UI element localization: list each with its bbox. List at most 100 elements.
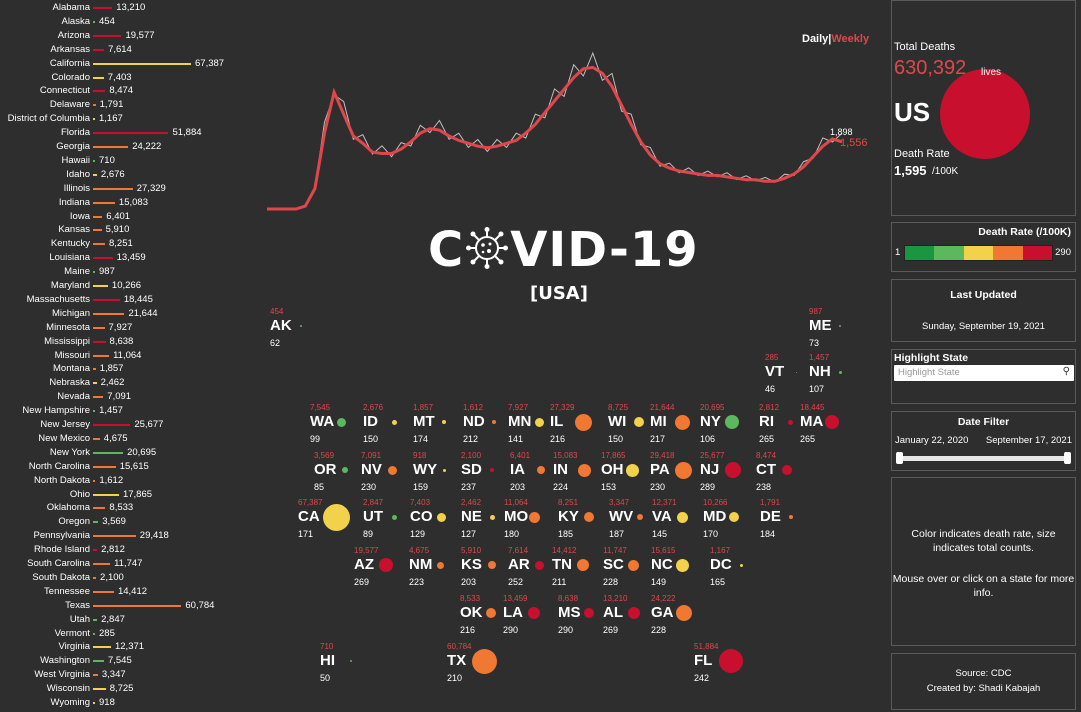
bar-mark[interactable] (93, 535, 136, 538)
state-tile-ok[interactable]: 8,533 OK 216 (460, 594, 520, 644)
state-tile-nj[interactable]: 25,677 NJ 289 (700, 451, 760, 501)
bar-row[interactable]: Montana 1,857 (0, 362, 260, 376)
bar-row[interactable]: Louisiana 13,459 (0, 251, 260, 265)
state-bubble[interactable] (787, 419, 793, 425)
state-tile-ms[interactable]: 8,638 MS 290 (558, 594, 618, 644)
state-tile-de[interactable]: 1,791 DE 184 (760, 498, 820, 548)
bar-row[interactable]: District of Columbia 1,167 (0, 112, 260, 126)
state-bubble[interactable] (782, 465, 792, 475)
state-tile-ga[interactable]: 24,222 GA 228 (651, 594, 711, 644)
state-tile-nv[interactable]: 7,091 NV 230 (361, 451, 421, 501)
bar-mark[interactable] (93, 159, 95, 162)
state-tile-ri[interactable]: 2,812 RI 265 (759, 403, 819, 453)
bar-mark[interactable] (93, 396, 104, 399)
state-bubble[interactable] (492, 420, 496, 424)
state-tile-nm[interactable]: 4,675 NM 223 (409, 546, 469, 596)
bar-mark[interactable] (93, 465, 116, 468)
bar-row[interactable]: Missouri 11,064 (0, 349, 260, 363)
state-bubble[interactable] (534, 560, 544, 570)
state-bubble[interactable] (575, 413, 592, 431)
bar-mark[interactable] (93, 104, 96, 107)
state-tile-sc[interactable]: 11,747 SC 228 (603, 546, 663, 596)
state-bubble[interactable] (534, 417, 544, 427)
state-tile-ia[interactable]: 6,401 IA 203 (510, 451, 570, 501)
bar-mark[interactable] (93, 382, 97, 385)
bar-mark[interactable] (93, 632, 95, 635)
bar-mark[interactable] (93, 437, 100, 440)
state-bubble[interactable] (789, 515, 793, 519)
state-bubble[interactable] (626, 463, 639, 477)
state-tile-ma[interactable]: 18,445 MA 265 (800, 403, 860, 453)
bar-mark[interactable] (93, 48, 105, 51)
state-bubble[interactable] (489, 514, 495, 520)
bar-mark[interactable] (93, 187, 133, 190)
state-bubble[interactable] (387, 465, 397, 475)
state-bubble[interactable] (300, 325, 302, 327)
state-tile-id[interactable]: 2,676 ID 150 (363, 403, 423, 453)
bar-row[interactable]: Pennsylvania 29,418 (0, 529, 260, 543)
weekly-option[interactable]: Weekly (831, 33, 870, 45)
bar-mark[interactable] (93, 340, 106, 343)
state-tile-nh[interactable]: 1,457 NH 107 (809, 353, 869, 403)
bar-row[interactable]: North Carolina 15,615 (0, 460, 260, 474)
state-tile-ak[interactable]: 454 AK 62 (270, 307, 330, 357)
bar-row[interactable]: Illinois 27,329 (0, 182, 260, 196)
state-tile-ne[interactable]: 2,462 NE 127 (461, 498, 521, 548)
state-bubble[interactable] (528, 607, 540, 619)
bar-row[interactable]: South Carolina 11,747 (0, 557, 260, 571)
bar-mark[interactable] (93, 549, 98, 552)
state-bubble[interactable] (725, 415, 739, 429)
bar-row[interactable]: Nevada 7,091 (0, 390, 260, 404)
bar-mark[interactable] (93, 646, 111, 649)
bar-mark[interactable] (93, 215, 103, 218)
state-tile-or[interactable]: 3,569 OR 85 (314, 451, 374, 501)
state-tile-ct[interactable]: 8,474 CT 238 (756, 451, 816, 501)
state-bubble[interactable] (584, 512, 594, 522)
bar-row[interactable]: New Hampshire 1,457 (0, 404, 260, 418)
state-bubble[interactable] (838, 370, 842, 374)
bar-mark[interactable] (93, 479, 96, 482)
bar-row[interactable]: Tennessee 14,412 (0, 585, 260, 599)
bar-row[interactable]: Rhode Island 2,812 (0, 543, 260, 557)
state-tile-tx[interactable]: 60,784 TX 210 (447, 642, 507, 692)
state-bubble[interactable] (490, 468, 494, 472)
bar-mark[interactable] (93, 354, 110, 357)
state-tile-wa[interactable]: 7,545 WA 99 (310, 403, 370, 453)
bar-mark[interactable] (93, 201, 115, 204)
state-bubble[interactable] (442, 468, 446, 472)
state-tile-mt[interactable]: 1,857 MT 174 (413, 403, 473, 453)
bar-mark[interactable] (93, 521, 99, 524)
date-slider-start-handle[interactable] (896, 452, 903, 464)
bar-mark[interactable] (93, 674, 98, 677)
state-bubble[interactable] (825, 415, 839, 429)
bar-mark[interactable] (93, 285, 108, 287)
state-bubble[interactable] (436, 561, 444, 569)
bar-row[interactable]: Indiana 15,083 (0, 196, 260, 210)
state-bubble[interactable] (719, 649, 743, 673)
bar-mark[interactable] (93, 604, 182, 607)
bar-mark[interactable] (93, 688, 106, 691)
date-slider-end-handle[interactable] (1064, 452, 1071, 464)
bar-row[interactable]: Florida 51,884 (0, 126, 260, 140)
bar-row[interactable]: Alaska 454 (0, 15, 260, 29)
state-tile-la[interactable]: 13,459 LA 290 (503, 594, 563, 644)
bar-row[interactable]: Ohio 17,865 (0, 488, 260, 502)
state-bubble[interactable] (739, 563, 743, 567)
bar-mark[interactable] (93, 62, 191, 65)
bar-row[interactable]: Georgia 24,222 (0, 140, 260, 154)
state-tile-ca[interactable]: 67,387 CA 171 (298, 498, 358, 548)
state-tile-hi[interactable]: 710 HI 50 (320, 642, 380, 692)
bar-mark[interactable] (93, 173, 97, 176)
state-bubble[interactable] (379, 558, 393, 572)
bar-mark[interactable] (93, 410, 96, 413)
state-tile-mi[interactable]: 21,644 MI 217 (650, 403, 710, 453)
bar-mark[interactable] (93, 368, 96, 371)
bar-mark[interactable] (93, 590, 114, 593)
bar-mark[interactable] (93, 660, 104, 663)
state-tile-in[interactable]: 15,083 IN 224 (553, 451, 613, 501)
bar-row[interactable]: Oklahoma 8,533 (0, 501, 260, 515)
state-bubble[interactable] (729, 512, 739, 522)
state-bubble[interactable] (391, 419, 397, 425)
bar-row[interactable]: Kentucky 8,251 (0, 237, 260, 251)
bar-row[interactable]: New Jersey 25,677 (0, 418, 260, 432)
